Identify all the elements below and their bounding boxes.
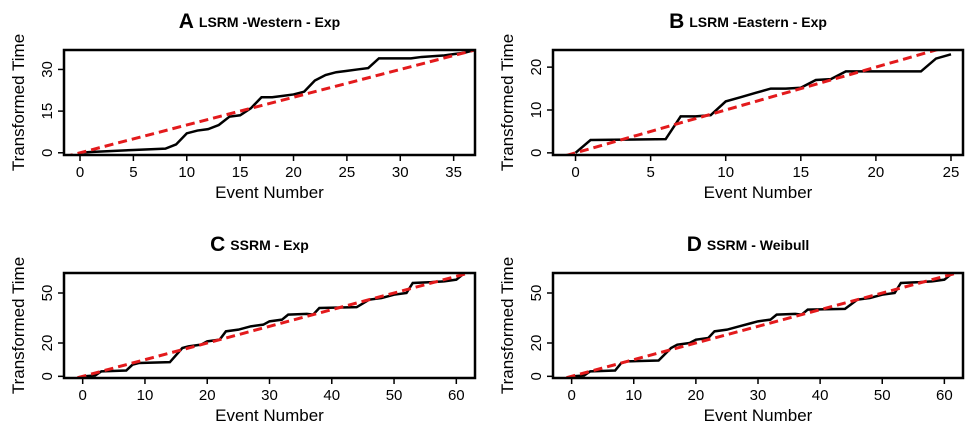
x-tick-label: 30 xyxy=(392,164,409,181)
x-tick-label: 60 xyxy=(448,387,465,404)
plot-frame xyxy=(551,271,965,380)
x-tick-label: 15 xyxy=(232,164,249,181)
x-tick-label: 30 xyxy=(750,387,767,404)
y-tick-label: 15 xyxy=(39,103,56,120)
data-line xyxy=(574,53,952,154)
plot-frame xyxy=(551,48,965,157)
x-tick-label: 10 xyxy=(178,164,195,181)
x-tick-label: 0 xyxy=(79,387,87,404)
x-tick-label: 25 xyxy=(943,164,960,181)
y-tick-label: 50 xyxy=(39,285,56,302)
data-line xyxy=(82,273,464,378)
x-tick-label: 50 xyxy=(386,387,403,404)
plot-frame xyxy=(62,48,477,157)
y-tick-label: 0 xyxy=(528,372,545,380)
x-tick-label: 20 xyxy=(285,164,302,181)
y-tick-label: 0 xyxy=(39,372,56,380)
title-text: LSRM -Western - Exp xyxy=(199,14,340,30)
plot-frame xyxy=(62,271,477,380)
panel-title: D SSRM - Weibull xyxy=(687,233,810,256)
x-tick-label: 20 xyxy=(199,387,216,404)
y-axis-label: Transformed Time xyxy=(498,34,517,171)
x-tick-label: 35 xyxy=(445,164,462,181)
reference-line xyxy=(559,273,963,378)
x-tick-label: 0 xyxy=(571,164,579,181)
x-axis-label: Event Number xyxy=(215,183,324,202)
x-tick-label: 5 xyxy=(646,164,654,181)
x-tick-label: 20 xyxy=(868,164,885,181)
x-tick-label: 10 xyxy=(717,164,734,181)
y-tick-label: 20 xyxy=(528,335,545,352)
reference-line xyxy=(65,50,475,155)
y-tick-label: 30 xyxy=(39,61,56,78)
y-axis-label: Transformed Time xyxy=(9,257,28,394)
x-tick-label: 60 xyxy=(936,387,953,404)
title-text: SSRM - Weibull xyxy=(707,237,809,253)
x-tick-label: 40 xyxy=(323,387,340,404)
panel-letter: C xyxy=(210,233,225,256)
panel-letter: B xyxy=(669,10,684,33)
title-text: SSRM - Exp xyxy=(230,237,309,253)
x-tick-label: 10 xyxy=(625,387,642,404)
x-tick-label: 20 xyxy=(688,387,705,404)
x-tick-label: 40 xyxy=(812,387,829,404)
x-tick-label: 0 xyxy=(76,164,84,181)
x-tick-label: 0 xyxy=(567,387,575,404)
data-line xyxy=(79,50,475,155)
panel-title: C SSRM - Exp xyxy=(210,233,309,256)
data-line xyxy=(571,273,952,378)
reference-line xyxy=(70,273,475,378)
y-tick-label: 10 xyxy=(528,102,545,119)
panel-title: B LSRM -Eastern - Exp xyxy=(669,10,827,33)
x-tick-label: 50 xyxy=(874,387,891,404)
x-tick-label: 5 xyxy=(129,164,137,181)
y-tick-label: 0 xyxy=(528,149,545,157)
x-tick-label: 30 xyxy=(261,387,278,404)
y-tick-label: 0 xyxy=(39,149,56,157)
x-tick-label: 15 xyxy=(792,164,809,181)
x-tick-label: 25 xyxy=(339,164,356,181)
y-tick-label: 20 xyxy=(39,335,56,352)
y-axis-label: Transformed Time xyxy=(9,34,28,171)
title-text: LSRM -Eastern - Exp xyxy=(689,14,827,30)
x-axis-label: Event Number xyxy=(215,406,324,425)
y-axis-label: Transformed Time xyxy=(498,257,517,394)
panel-letter: D xyxy=(687,233,702,256)
reference-line xyxy=(562,50,942,155)
panel-letter: A xyxy=(179,10,194,33)
x-axis-label: Event Number xyxy=(704,183,813,202)
x-axis-label: Event Number xyxy=(704,406,813,425)
y-tick-label: 50 xyxy=(528,285,545,302)
x-tick-label: 10 xyxy=(137,387,154,404)
panel-title: A LSRM -Western - Exp xyxy=(179,10,340,33)
y-tick-label: 20 xyxy=(528,59,545,76)
